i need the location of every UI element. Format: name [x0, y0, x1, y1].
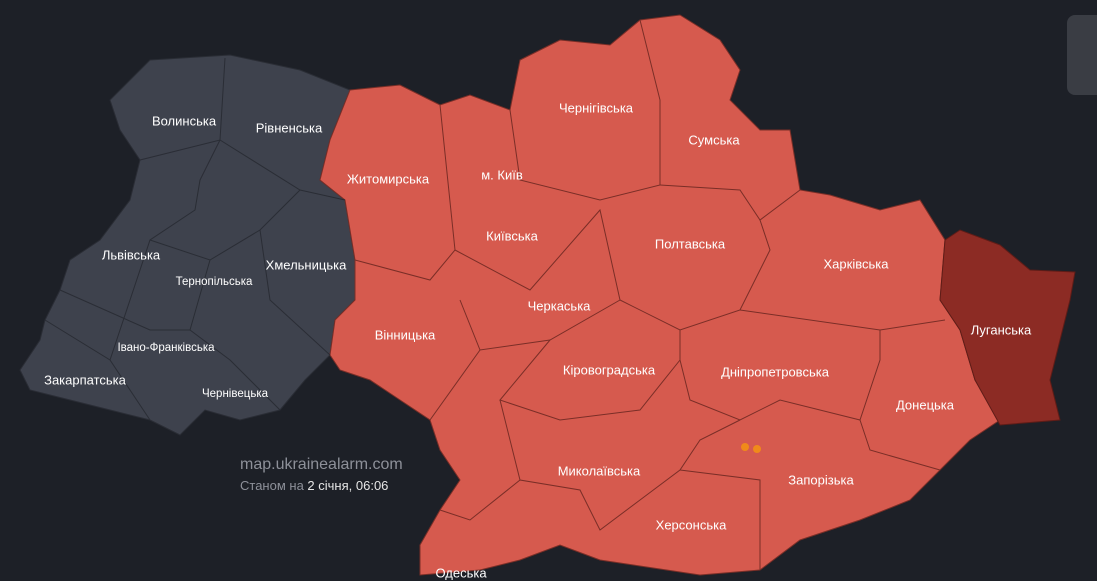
- region-label: Дніпропетровська: [721, 364, 830, 379]
- region-label: Рівненська: [256, 120, 323, 135]
- alert-spot: [741, 443, 761, 453]
- spot: [741, 443, 749, 451]
- region-label: Черкаська: [528, 298, 592, 313]
- region-label: Херсонська: [656, 517, 727, 532]
- status-line: Станом на 2 січня, 06:06: [240, 478, 388, 493]
- region-label: Полтавська: [655, 236, 726, 251]
- region-label: Львівська: [102, 247, 161, 262]
- scroll-panel[interactable]: [1067, 15, 1097, 95]
- region-label: Київська: [486, 228, 538, 243]
- region-label: Харківська: [824, 256, 890, 271]
- alert-area-dark: [939, 229, 1076, 426]
- alert-area: [319, 14, 1001, 576]
- region-label: Тернопільська: [176, 276, 253, 288]
- status-prefix: Станом на: [240, 478, 305, 493]
- region-label: Чернівецька: [202, 388, 269, 400]
- region-label: Сумська: [688, 132, 740, 147]
- region-label: Одеська: [435, 565, 487, 580]
- region-label: Волинська: [152, 113, 217, 128]
- spot: [753, 445, 761, 453]
- region-borders: [44, 19, 946, 570]
- region-label: Вінницька: [375, 327, 436, 342]
- region-label: Чернігівська: [559, 100, 634, 115]
- region-label: Запорізька: [788, 472, 854, 487]
- region-label: Донецька: [896, 397, 955, 412]
- region-label: Житомирська: [347, 171, 430, 186]
- source-watermark: map.ukrainealarm.com: [240, 456, 403, 473]
- region-label: Луганська: [971, 322, 1032, 337]
- region-label: м. Київ: [481, 167, 523, 182]
- region-label: Івано-Франківська: [117, 342, 215, 354]
- region-label: Хмельницька: [266, 257, 347, 272]
- region-label: Миколаївська: [558, 463, 641, 478]
- region-label: Закарпатська: [44, 372, 127, 387]
- status-date: 2 січня, 06:06: [307, 478, 388, 493]
- region-label: Кіровоградська: [563, 362, 656, 377]
